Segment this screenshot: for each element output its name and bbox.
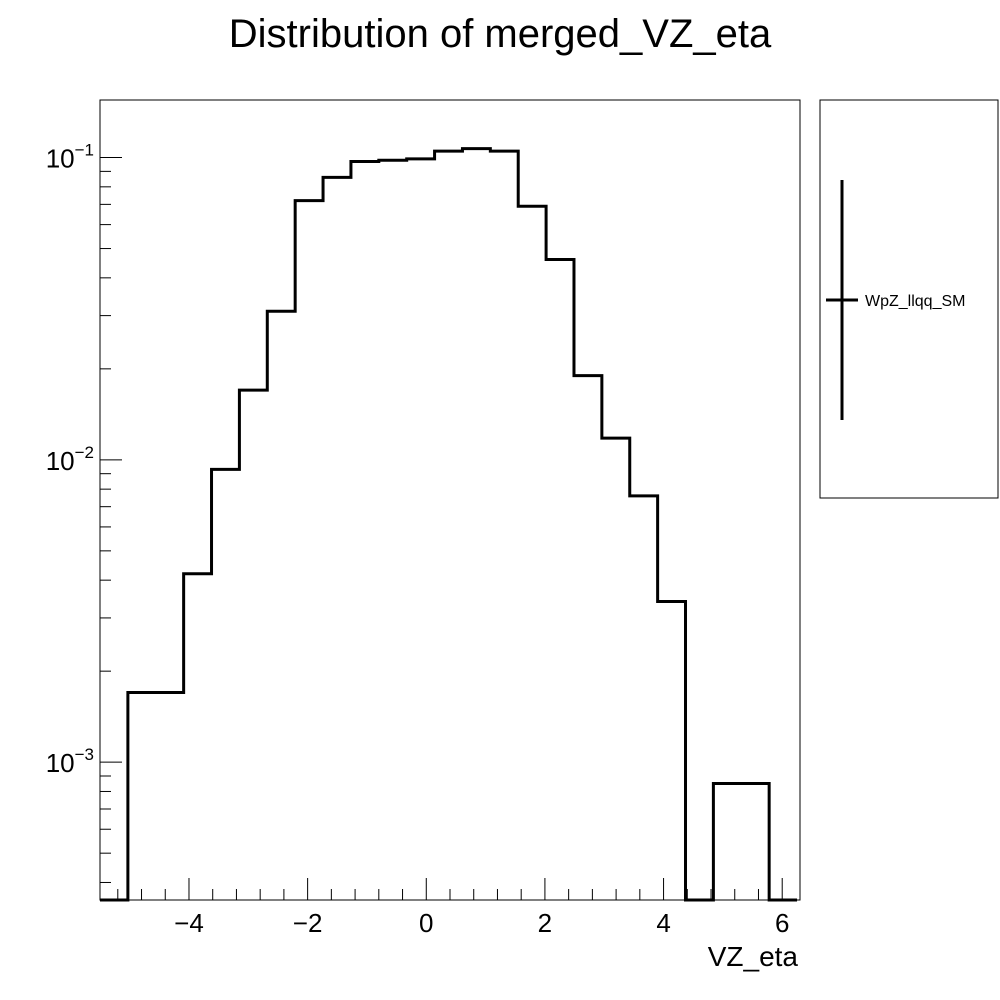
x-tick-label: 4 bbox=[656, 908, 670, 938]
histogram-bin bbox=[212, 469, 240, 900]
histogram-bin bbox=[713, 784, 741, 900]
histogram-bin bbox=[574, 376, 602, 900]
histogram-bin bbox=[490, 151, 518, 900]
histogram-bin bbox=[741, 784, 769, 900]
histogram-bin bbox=[295, 201, 323, 900]
x-ticks: −4 −2 0 2 4 6 bbox=[117, 878, 789, 938]
histogram-bin bbox=[379, 160, 407, 900]
x-tick-label: −2 bbox=[293, 908, 323, 938]
histogram-bin bbox=[462, 149, 490, 900]
y-tick-label: 10−3 bbox=[46, 745, 94, 778]
histogram-bin bbox=[518, 206, 546, 900]
legend: WpZ_llqq_SM bbox=[819, 99, 999, 499]
histogram-bin bbox=[267, 311, 295, 900]
y-major-ticks: 10−1 10−2 10−3 bbox=[46, 141, 122, 778]
x-axis-label: VZ_eta bbox=[708, 941, 799, 972]
x-tick-label: 0 bbox=[419, 908, 433, 938]
x-tick-label: −4 bbox=[174, 908, 204, 938]
histogram-bin bbox=[602, 438, 630, 900]
x-tick-label: 2 bbox=[538, 908, 552, 938]
y-tick-label: 10−2 bbox=[46, 443, 94, 476]
histogram-bin bbox=[630, 496, 658, 900]
y-minor-ticks bbox=[100, 170, 111, 883]
histogram-outline bbox=[100, 147, 798, 902]
chart-title: Distribution of merged_VZ_eta bbox=[229, 12, 772, 56]
histogram-bin bbox=[351, 162, 379, 900]
histogram-bin bbox=[323, 177, 351, 900]
y-tick-label: 10−1 bbox=[46, 141, 94, 174]
histogram-bin bbox=[658, 601, 686, 900]
legend-entry-label: WpZ_llqq_SM bbox=[865, 293, 965, 310]
histogram-bin bbox=[184, 574, 212, 900]
histogram-bin bbox=[156, 692, 184, 900]
histogram-bin bbox=[546, 259, 574, 900]
histogram-bin bbox=[435, 151, 463, 900]
histogram-bin bbox=[128, 692, 156, 900]
histogram-bin bbox=[407, 159, 435, 900]
histogram-group bbox=[100, 147, 798, 902]
x-tick-label: 6 bbox=[775, 908, 789, 938]
histogram-bin bbox=[239, 390, 267, 900]
